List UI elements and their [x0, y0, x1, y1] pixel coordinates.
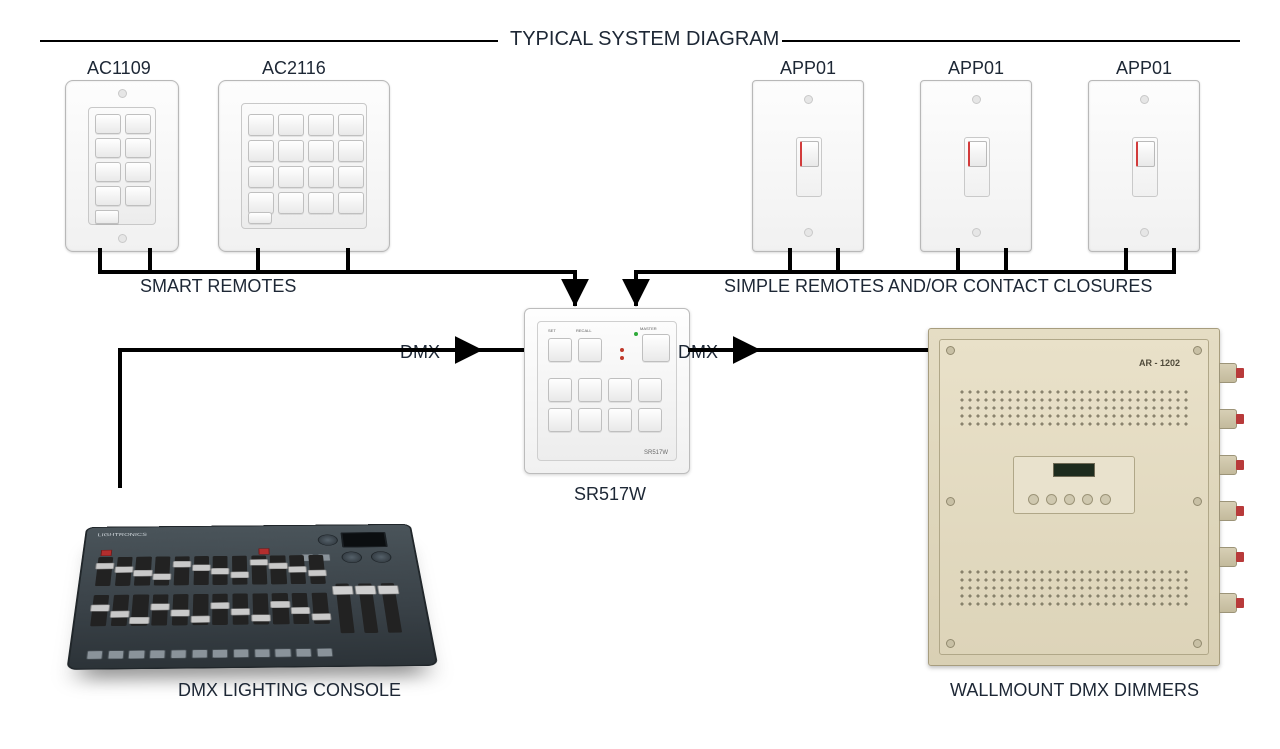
- device-sr517w: SET RECALL MASTER SR517W: [524, 308, 690, 474]
- label-ac1109: AC1109: [87, 58, 151, 79]
- title-rule-left: [40, 40, 498, 42]
- label-app01-a: APP01: [780, 58, 836, 79]
- device-app01-a: [752, 80, 864, 252]
- label-dmx-out: DMX: [678, 342, 718, 363]
- device-ac2116: [218, 80, 390, 252]
- device-app01-b: [920, 80, 1032, 252]
- label-smart-remotes: SMART REMOTES: [140, 276, 296, 297]
- label-console: DMX LIGHTING CONSOLE: [178, 680, 401, 701]
- label-ac2116: AC2116: [262, 58, 326, 79]
- dimmer-model: AR - 1202: [1139, 358, 1180, 368]
- label-sr517w: SR517W: [574, 484, 646, 505]
- device-dmx-console: LIGHTRONICS: [66, 524, 438, 670]
- label-dmx-in: DMX: [400, 342, 440, 363]
- label-app01-c: APP01: [1116, 58, 1172, 79]
- system-diagram: TYPICAL SYSTEM DIAGRAM AC1109 AC2116 SMA…: [0, 0, 1280, 749]
- device-dimmer: AR - 1202: [928, 328, 1220, 666]
- label-simple-remotes: SIMPLE REMOTES AND/OR CONTACT CLOSURES: [724, 276, 1152, 297]
- device-app01-c: [1088, 80, 1200, 252]
- label-dimmer: WALLMOUNT DMX DIMMERS: [950, 680, 1199, 701]
- device-ac1109: [65, 80, 179, 252]
- title-rule-right: [782, 40, 1240, 42]
- label-app01-b: APP01: [948, 58, 1004, 79]
- diagram-title: TYPICAL SYSTEM DIAGRAM: [510, 28, 779, 51]
